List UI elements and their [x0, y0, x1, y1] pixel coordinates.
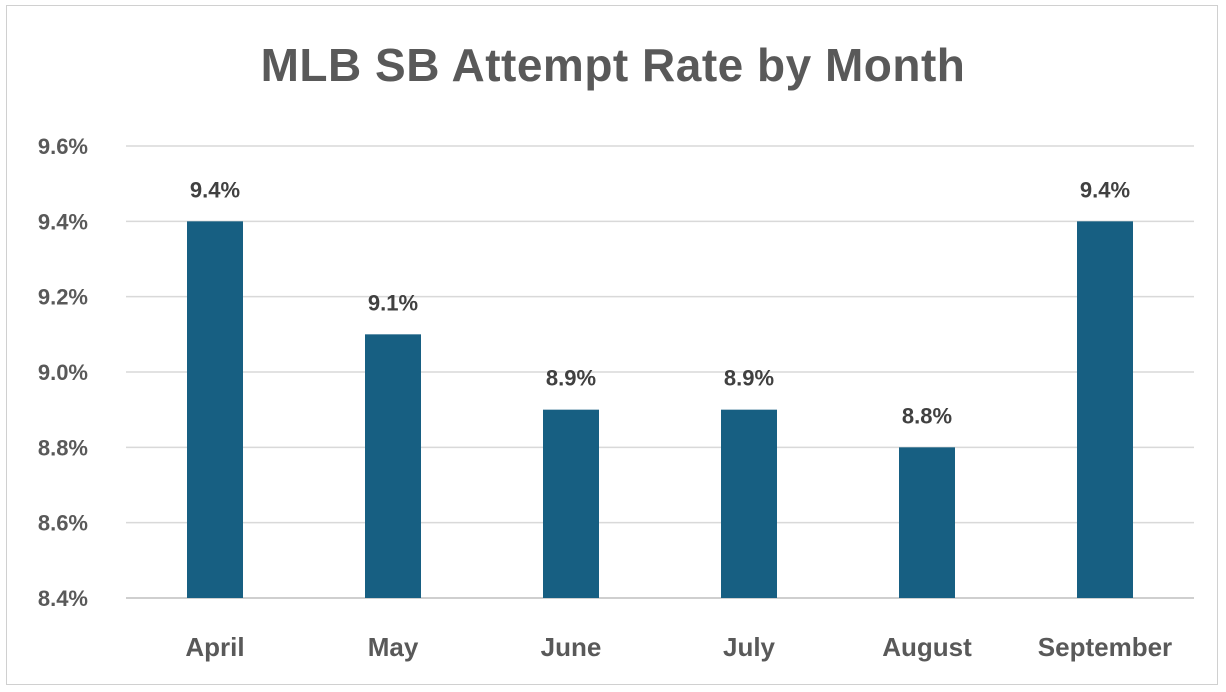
- y-tick-label: 8.4%: [38, 586, 88, 611]
- chart-title: MLB SB Attempt Rate by Month: [260, 39, 966, 91]
- data-label: 8.9%: [724, 366, 774, 391]
- data-label: 8.8%: [902, 403, 952, 428]
- y-tick-label: 9.4%: [38, 209, 88, 234]
- data-label: 9.1%: [368, 290, 418, 315]
- bar: [365, 334, 421, 598]
- x-category-label: June: [541, 632, 602, 662]
- x-category-label: April: [185, 632, 244, 662]
- data-label: 8.9%: [546, 366, 596, 391]
- data-label: 9.4%: [190, 177, 240, 202]
- y-tick-label: 8.6%: [38, 511, 88, 536]
- x-category-label: May: [368, 632, 419, 662]
- y-tick-label: 9.2%: [38, 285, 88, 310]
- bar: [187, 221, 243, 599]
- bar: [543, 409, 599, 598]
- data-label: 9.4%: [1080, 177, 1130, 202]
- bar: [899, 447, 955, 598]
- x-category-label: August: [882, 632, 972, 662]
- y-tick-label: 8.8%: [38, 435, 88, 460]
- y-tick-label: 9.0%: [38, 360, 88, 385]
- bar: [1077, 221, 1133, 599]
- bar: [721, 409, 777, 598]
- y-tick-label: 9.6%: [38, 134, 88, 159]
- x-category-label: July: [723, 632, 776, 662]
- x-category-label: September: [1038, 632, 1172, 662]
